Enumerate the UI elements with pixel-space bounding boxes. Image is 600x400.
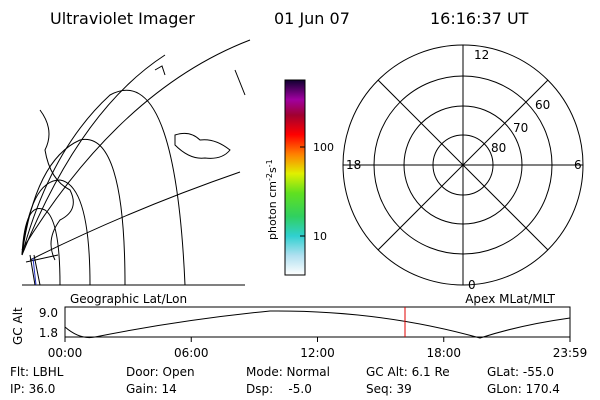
label-part: -2 bbox=[265, 173, 274, 181]
axis-label: GC Alt bbox=[11, 307, 25, 345]
mlt-label: 0 bbox=[468, 278, 476, 292]
footer: Flt: LBHL IP: 36.0 Door: Open Gain: 14 Mode:… bbox=[10, 365, 560, 396]
date: 01 Jun 07 bbox=[274, 9, 350, 28]
time-tick-label: 23:59 bbox=[553, 346, 588, 360]
polar-grid bbox=[342, 44, 584, 286]
time-tick-label: 00:00 bbox=[48, 346, 83, 360]
colorbar bbox=[284, 79, 306, 276]
right-label: Apex MLat/MLT bbox=[465, 292, 555, 306]
colorbar-tick-label: 100 bbox=[313, 141, 334, 154]
title: Ultraviolet Imager bbox=[50, 9, 195, 28]
footer-field: GLat: -55.0 bbox=[487, 365, 554, 379]
footer-field: Door: Open bbox=[126, 365, 195, 379]
mlt-label: 12 bbox=[474, 48, 489, 62]
time-tick-label: 18:00 bbox=[426, 346, 461, 360]
label-part: s bbox=[266, 167, 279, 173]
footer-field: Dsp: -5.0 bbox=[246, 382, 312, 396]
time: 16:16:37 UT bbox=[430, 9, 529, 28]
time-ticks: 00:00 06:00 12:00 18:00 23:59 bbox=[48, 337, 588, 360]
label-part: -1 bbox=[265, 159, 274, 167]
footer-field: Mode: Normal bbox=[246, 365, 330, 379]
time-tick-label: 06:00 bbox=[174, 346, 209, 360]
mlt-label: 6 bbox=[574, 158, 582, 172]
footer-field: Flt: LBHL bbox=[10, 365, 64, 379]
tick-label: 1.8 bbox=[39, 326, 58, 340]
footer-field: Seq: 39 bbox=[366, 382, 412, 396]
footer-field: GC Alt: 6.1 Re bbox=[366, 365, 450, 379]
mlt-label: 18 bbox=[346, 158, 361, 172]
label-part: photon cm bbox=[266, 181, 279, 240]
map bbox=[21, 39, 251, 286]
footer-field: GLon: 170.4 bbox=[487, 382, 560, 396]
colorbar-tick-label: 10 bbox=[313, 230, 327, 243]
colorbar-label: photon cm-2s-1 bbox=[265, 159, 279, 240]
lat-label: 80 bbox=[491, 141, 506, 155]
left-label: Geographic Lat/Lon bbox=[70, 292, 187, 306]
footer-field: Gain: 14 bbox=[126, 382, 177, 396]
lat-label: 60 bbox=[535, 98, 550, 112]
tick-label: 9.0 bbox=[39, 306, 58, 320]
altitude-curve bbox=[64, 310, 571, 339]
lat-label: 70 bbox=[513, 121, 528, 135]
footer-field: IP: 36.0 bbox=[10, 382, 55, 396]
time-tick-label: 12:00 bbox=[300, 346, 335, 360]
